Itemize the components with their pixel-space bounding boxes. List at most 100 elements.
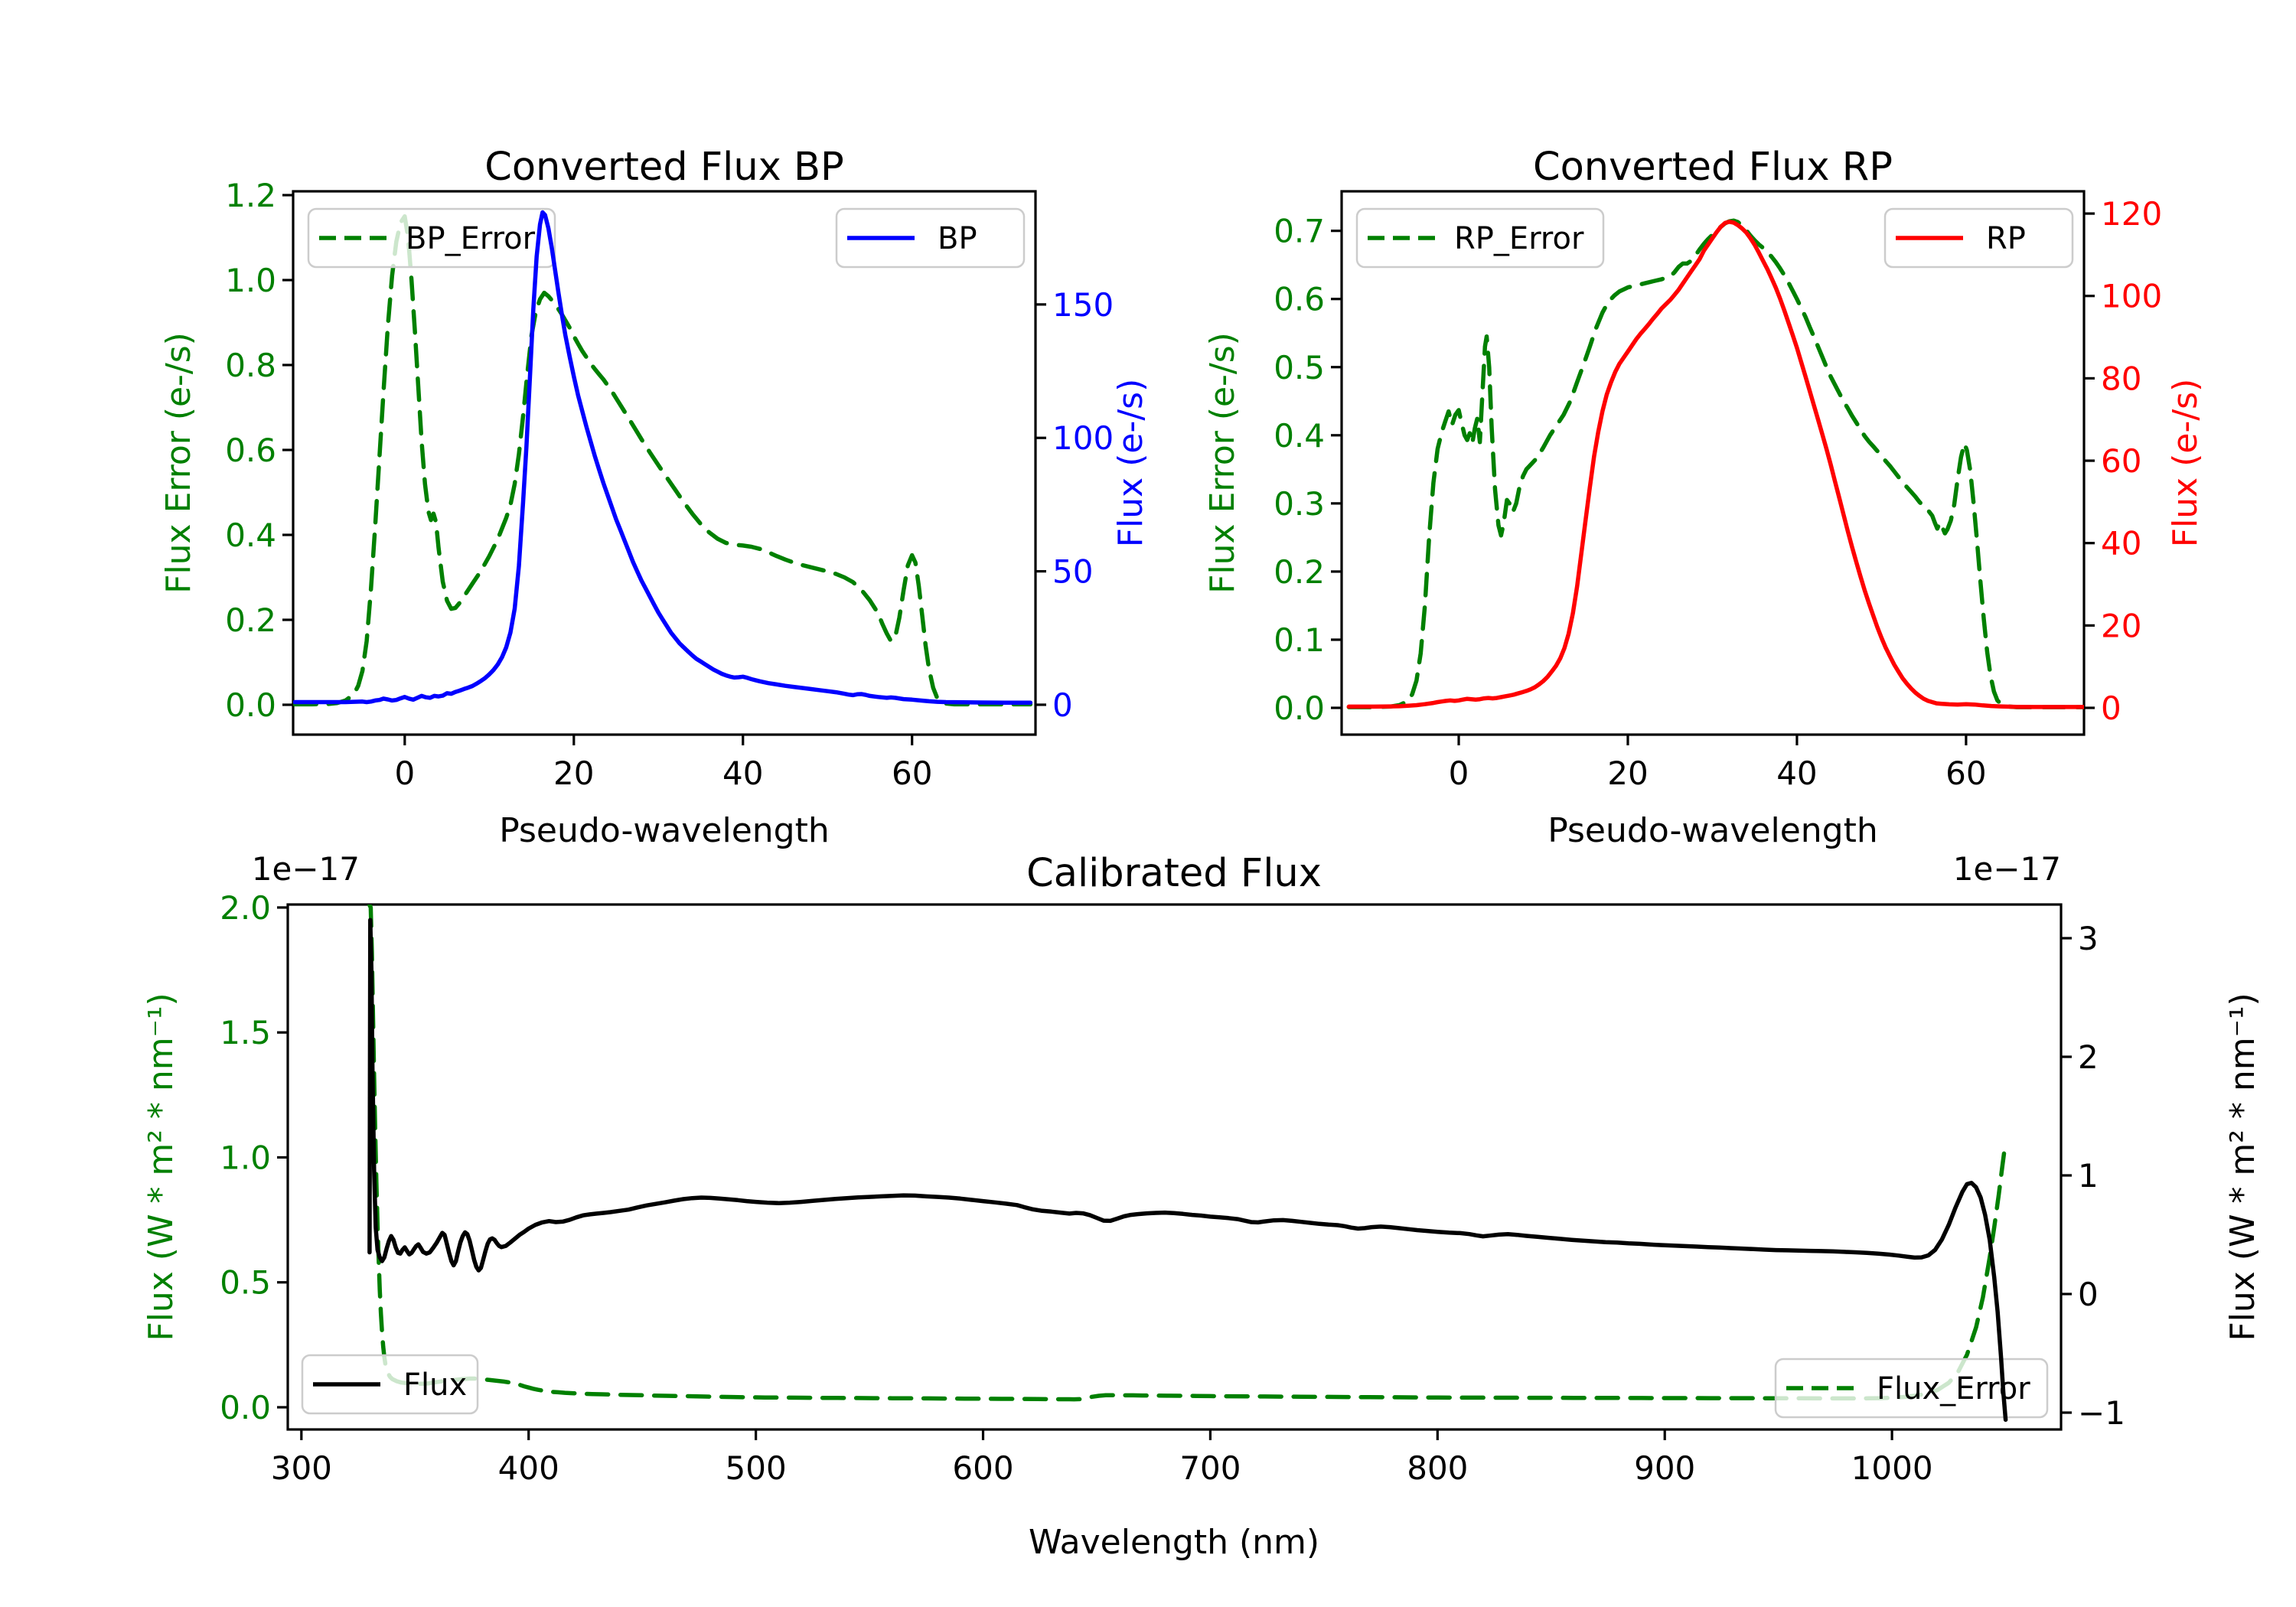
rp-y-tick-label-left: 0.2 bbox=[1274, 553, 1325, 591]
rp-error-legend-frame bbox=[1355, 207, 1605, 269]
cal-x-tick-label: 900 bbox=[1634, 1449, 1695, 1487]
cal-y-tick-label-left: 0.0 bbox=[220, 1389, 271, 1426]
bp-axes-layer: 0 20 40 60 0.0 0.2 0.4 0.6 0.8 1.0 1.2 0 50 100 150 bbox=[225, 177, 1114, 792]
cal-y-tick-label-right: 3 bbox=[2078, 920, 2099, 957]
bp-error-legend: BP_Error bbox=[307, 207, 556, 269]
rp-title: Converted Flux RP bbox=[1533, 145, 1893, 190]
rp-y-tick-label-right: 40 bbox=[2101, 525, 2141, 562]
rp-x-tick-label: 40 bbox=[1776, 755, 1817, 792]
bp-x-tick-label: 40 bbox=[722, 755, 763, 792]
cal-ylabel-left: Flux (W * m² * nm⁻¹) bbox=[142, 993, 181, 1341]
rp-error-legend: RP_Error bbox=[1355, 207, 1605, 269]
bp-x-tick-label: 60 bbox=[892, 755, 932, 792]
cal-xlabel: Wavelength (nm) bbox=[1029, 1523, 1319, 1562]
bp-ylabel-left: Flux Error (e-/s) bbox=[159, 332, 198, 594]
bp-y-tick-label-left: 1.0 bbox=[225, 262, 276, 299]
rp-legend-frame bbox=[1883, 207, 2074, 269]
rp-legend: RP bbox=[1883, 207, 2074, 269]
bp-y-tick-label-right: 150 bbox=[1052, 286, 1114, 324]
cal-y-tick-label-right: −1 bbox=[2078, 1394, 2125, 1432]
chart-converted-flux-bp: 0 20 40 60 0.0 0.2 0.4 0.6 0.8 1.0 1.2 0 50 100 150 BP… bbox=[159, 145, 1150, 850]
bp-series-layer bbox=[293, 210, 1033, 705]
cal-ylabel-right: Flux (W * m² * nm⁻¹) bbox=[2223, 993, 2262, 1341]
rp-y-tick-label-right: 100 bbox=[2101, 278, 2162, 315]
bp-y-tick-label-left: 0.8 bbox=[225, 347, 276, 384]
cal-error-series-layer bbox=[367, 905, 2008, 1402]
rp-error-series-layer bbox=[1346, 218, 2084, 709]
cal-title: Calibrated Flux bbox=[1026, 851, 1322, 896]
bp-title: Converted Flux BP bbox=[484, 145, 844, 190]
bp-x-tick-label: 20 bbox=[553, 755, 594, 792]
cal-x-tick-label: 800 bbox=[1407, 1449, 1468, 1487]
cal-y-tick-label-left: 0.5 bbox=[220, 1264, 271, 1302]
cal-axes-layer: 300 400 500 600 700 800 900 1000 0.0 0.5 1.0 1.5 2.0… bbox=[220, 889, 2125, 1487]
cal-offset-right: 1e−17 bbox=[1953, 850, 2061, 888]
chart-calibrated-flux: 300 400 500 600 700 800 900 1000 0.0 0.5 1.0 1.5 2.0… bbox=[142, 850, 2262, 1562]
cal-y-tick-label-right: 2 bbox=[2078, 1038, 2099, 1076]
bp-error-curve bbox=[293, 214, 1033, 707]
chart-converted-flux-rp: 0 20 40 60 0.0 0.1 0.2 0.3 0.4 0.5 0.6 0.7 0 20 40 60 80… bbox=[1203, 145, 2205, 850]
rp-ylabel-right: Flux (e-/s) bbox=[2166, 379, 2205, 547]
cal-y-tick-label-left: 1.5 bbox=[220, 1014, 271, 1051]
bp-legend-frame bbox=[835, 207, 1026, 269]
bp-xlabel: Pseudo-wavelength bbox=[499, 811, 830, 850]
flux-curve bbox=[367, 918, 2008, 1423]
rp-legend-label: RP bbox=[1986, 221, 2026, 256]
cal-series-layer bbox=[367, 918, 2008, 1423]
bp-y-tick-label-left: 0.0 bbox=[225, 686, 276, 724]
rp-ylabel-left: Flux Error (e-/s) bbox=[1203, 332, 1242, 594]
cal-offset-left: 1e−17 bbox=[252, 850, 360, 888]
bp-legend-label: BP bbox=[938, 221, 977, 256]
bp-curve bbox=[293, 210, 1033, 705]
bp-y-tick-label-right: 50 bbox=[1052, 553, 1093, 591]
rp-y-tick-label-right: 0 bbox=[2101, 689, 2122, 727]
rp-y-tick-label-left: 0.1 bbox=[1274, 621, 1325, 659]
cal-axes-frame bbox=[286, 903, 2063, 1431]
bp-y-tick-label-left: 0.4 bbox=[225, 517, 276, 554]
bp-legend: BP bbox=[835, 207, 1026, 269]
rp-curve bbox=[1346, 220, 2084, 709]
bp-y-tick-label-left: 1.2 bbox=[225, 177, 276, 214]
rp-y-tick-label-left: 0.0 bbox=[1274, 689, 1325, 727]
cal-y-tick-label-left: 1.0 bbox=[220, 1139, 271, 1176]
rp-y-tick-label-left: 0.3 bbox=[1274, 485, 1325, 523]
rp-axes-frame bbox=[1340, 190, 2086, 736]
cal-x-tick-label: 1000 bbox=[1851, 1449, 1933, 1487]
cal-x-tick-label: 400 bbox=[498, 1449, 559, 1487]
rp-y-tick-label-left: 0.6 bbox=[1274, 281, 1325, 318]
bp-y-tick-label-left: 0.2 bbox=[225, 601, 276, 639]
flux-legend-label: Flux bbox=[403, 1367, 467, 1403]
rp-error-legend-label: RP_Error bbox=[1454, 221, 1584, 256]
bp-y-tick-label-left: 0.6 bbox=[225, 432, 276, 469]
rp-y-tick-label-left: 0.5 bbox=[1274, 349, 1325, 386]
cal-x-tick-label: 500 bbox=[726, 1449, 787, 1487]
rp-y-tick-label-right: 60 bbox=[2101, 442, 2141, 480]
bp-x-tick-label: 0 bbox=[394, 755, 415, 792]
cal-x-tick-label: 600 bbox=[952, 1449, 1013, 1487]
cal-x-tick-label: 300 bbox=[271, 1449, 332, 1487]
bp-ylabel-right: Flux (e-/s) bbox=[1111, 379, 1150, 547]
rp-y-tick-label-right: 120 bbox=[2101, 195, 2162, 233]
rp-x-tick-label: 20 bbox=[1607, 755, 1648, 792]
bp-error-legend-label: BP_Error bbox=[406, 221, 536, 256]
rp-y-tick-label-right: 20 bbox=[2101, 607, 2141, 644]
rp-series-layer bbox=[1346, 220, 2084, 709]
rp-y-tick-label-right: 80 bbox=[2101, 360, 2141, 397]
cal-x-tick-label: 700 bbox=[1179, 1449, 1241, 1487]
rp-axes-layer: 0 20 40 60 0.0 0.1 0.2 0.3 0.4 0.5 0.6 0.7 0 20 40 60 80… bbox=[1274, 190, 2162, 792]
flux-error-legend-label: Flux_Error bbox=[1877, 1371, 2030, 1407]
bp-y-tick-label-right: 0 bbox=[1052, 686, 1073, 724]
rp-xlabel: Pseudo-wavelength bbox=[1548, 811, 1878, 850]
rp-x-tick-label: 0 bbox=[1449, 755, 1469, 792]
cal-y-tick-label-right: 1 bbox=[2078, 1157, 2099, 1195]
flux-legend: Flux bbox=[301, 1354, 479, 1415]
bp-error-legend-frame bbox=[307, 207, 556, 269]
cal-y-tick-label-right: 0 bbox=[2078, 1276, 2099, 1313]
flux-error-legend-frame bbox=[1774, 1358, 2049, 1419]
bp-y-tick-label-right: 100 bbox=[1052, 419, 1114, 457]
rp-y-tick-label-left: 0.7 bbox=[1274, 213, 1325, 250]
rp-x-tick-label: 60 bbox=[1945, 755, 1986, 792]
rp-error-curve bbox=[1346, 218, 2084, 709]
cal-y-tick-label-left: 2.0 bbox=[220, 889, 271, 927]
